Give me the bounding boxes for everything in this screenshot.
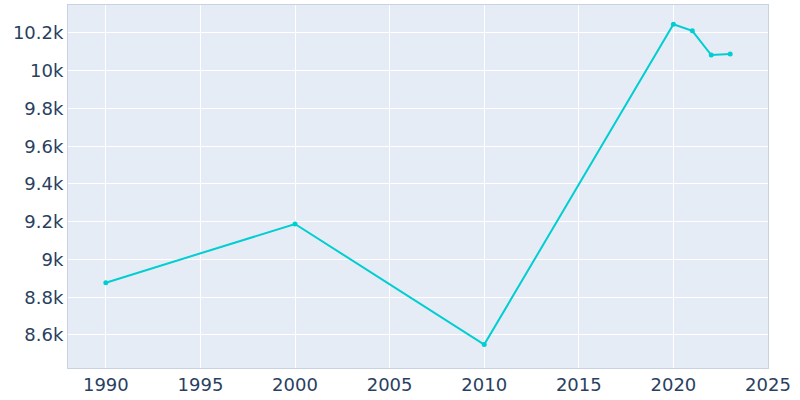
svg-text:9.8k: 9.8k: [24, 98, 64, 119]
svg-text:1990: 1990: [83, 374, 129, 395]
svg-text:2005: 2005: [367, 374, 413, 395]
svg-text:9.2k: 9.2k: [24, 211, 64, 232]
svg-text:2000: 2000: [272, 374, 318, 395]
svg-text:2010: 2010: [461, 374, 507, 395]
svg-text:2015: 2015: [556, 374, 602, 395]
svg-text:8.6k: 8.6k: [24, 324, 64, 345]
svg-text:9.6k: 9.6k: [24, 136, 64, 157]
svg-text:9k: 9k: [42, 249, 64, 270]
svg-text:10k: 10k: [30, 60, 64, 81]
svg-text:10.2k: 10.2k: [13, 22, 64, 43]
svg-text:9.4k: 9.4k: [24, 173, 64, 194]
svg-text:8.8k: 8.8k: [24, 287, 64, 308]
svg-text:1995: 1995: [178, 374, 224, 395]
svg-text:2025: 2025: [745, 374, 791, 395]
svg-text:2020: 2020: [651, 374, 697, 395]
